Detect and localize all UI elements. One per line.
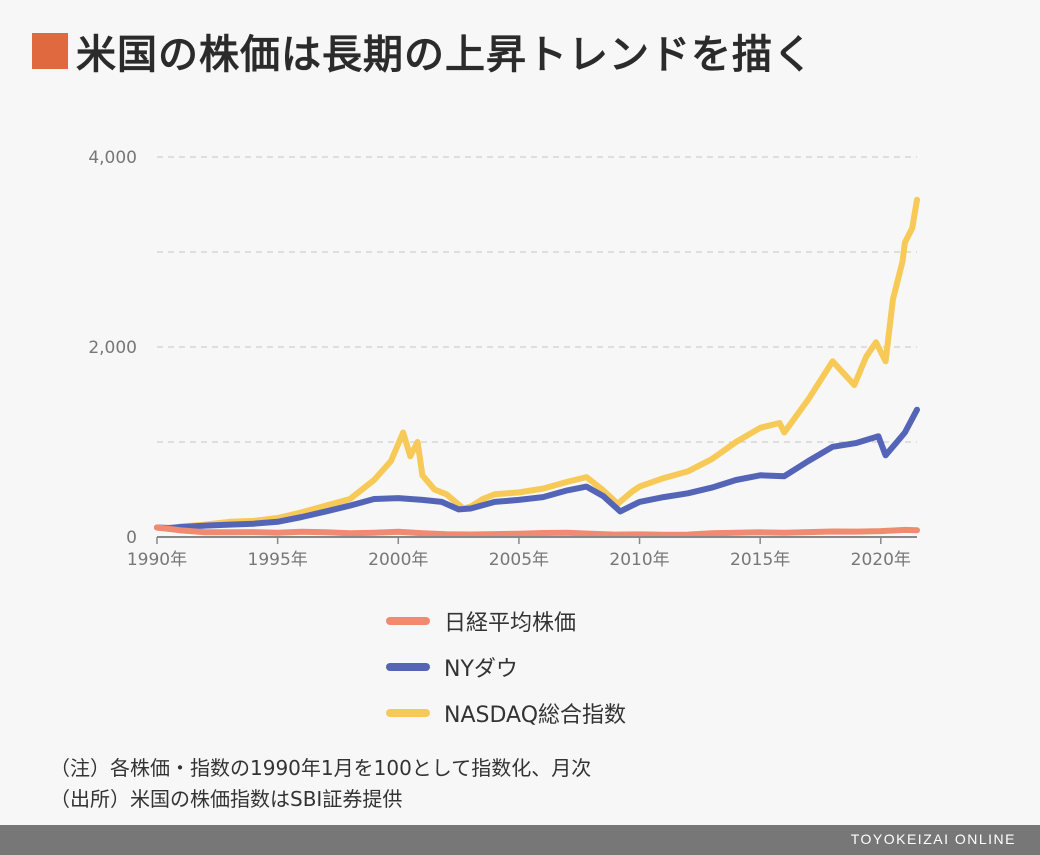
line-chart: 0 2,000 4,000 1990年 1995年 2000年 2005年 2010年 201… (88, 148, 920, 570)
legend-item-nasdaq: NASDAQ総合指数 (386, 690, 626, 736)
x-tick-label: 1990年 (127, 550, 187, 570)
y-tick-label: 4,000 (88, 148, 137, 168)
series-line-nydow (154, 406, 920, 531)
legend-label-nydow: NYダウ (444, 657, 518, 682)
footer-bar: TOYOKEIZAI ONLINE (0, 825, 1040, 855)
note-source: （出所）米国の株価指数はSBI証券提供 (50, 787, 403, 811)
y-axis-ticks: 0 2,000 4,000 (88, 148, 137, 548)
title-block: 米国の株価は長期の上昇トレンドを描く (32, 24, 814, 78)
legend-swatch-nydow (386, 663, 430, 671)
x-tick-label: 1995年 (248, 550, 308, 570)
y-tick-label: 0 (126, 528, 137, 548)
legend-item-nydow: NYダウ (386, 644, 626, 690)
legend-swatch-nasdaq (386, 709, 430, 717)
legend-label-nasdaq: NASDAQ総合指数 (444, 703, 627, 728)
series-lines (154, 196, 920, 538)
footer-brand: TOYOKEIZAI ONLINE (850, 831, 1016, 847)
x-tick-label: 2020年 (851, 550, 911, 570)
legend-swatch-nikkei (386, 617, 430, 625)
x-tick-label: 2000年 (368, 550, 428, 570)
gridlines (157, 156, 917, 443)
title-marker (32, 33, 68, 69)
legend-label-nikkei: 日経平均株価 (444, 611, 577, 636)
note-method: （注）各株価・指数の1990年1月を100として指数化、月次 (50, 756, 592, 780)
x-tick-label: 2010年 (609, 550, 669, 570)
series-line-nikkei (154, 524, 920, 538)
y-tick-label: 2,000 (88, 338, 137, 358)
x-tick-label: 2005年 (489, 550, 549, 570)
series-line-nasdaq (154, 196, 920, 532)
legend-item-nikkei: 日経平均株価 (386, 598, 626, 644)
x-tick-label: 2015年 (730, 550, 790, 570)
legend: 日経平均株価 NYダウ NASDAQ総合指数 (386, 598, 626, 736)
chart-title: 米国の株価は長期の上昇トレンドを描く (76, 32, 814, 78)
x-axis-ticks: 1990年 1995年 2000年 2005年 2010年 2015年 2020年 (127, 537, 911, 570)
